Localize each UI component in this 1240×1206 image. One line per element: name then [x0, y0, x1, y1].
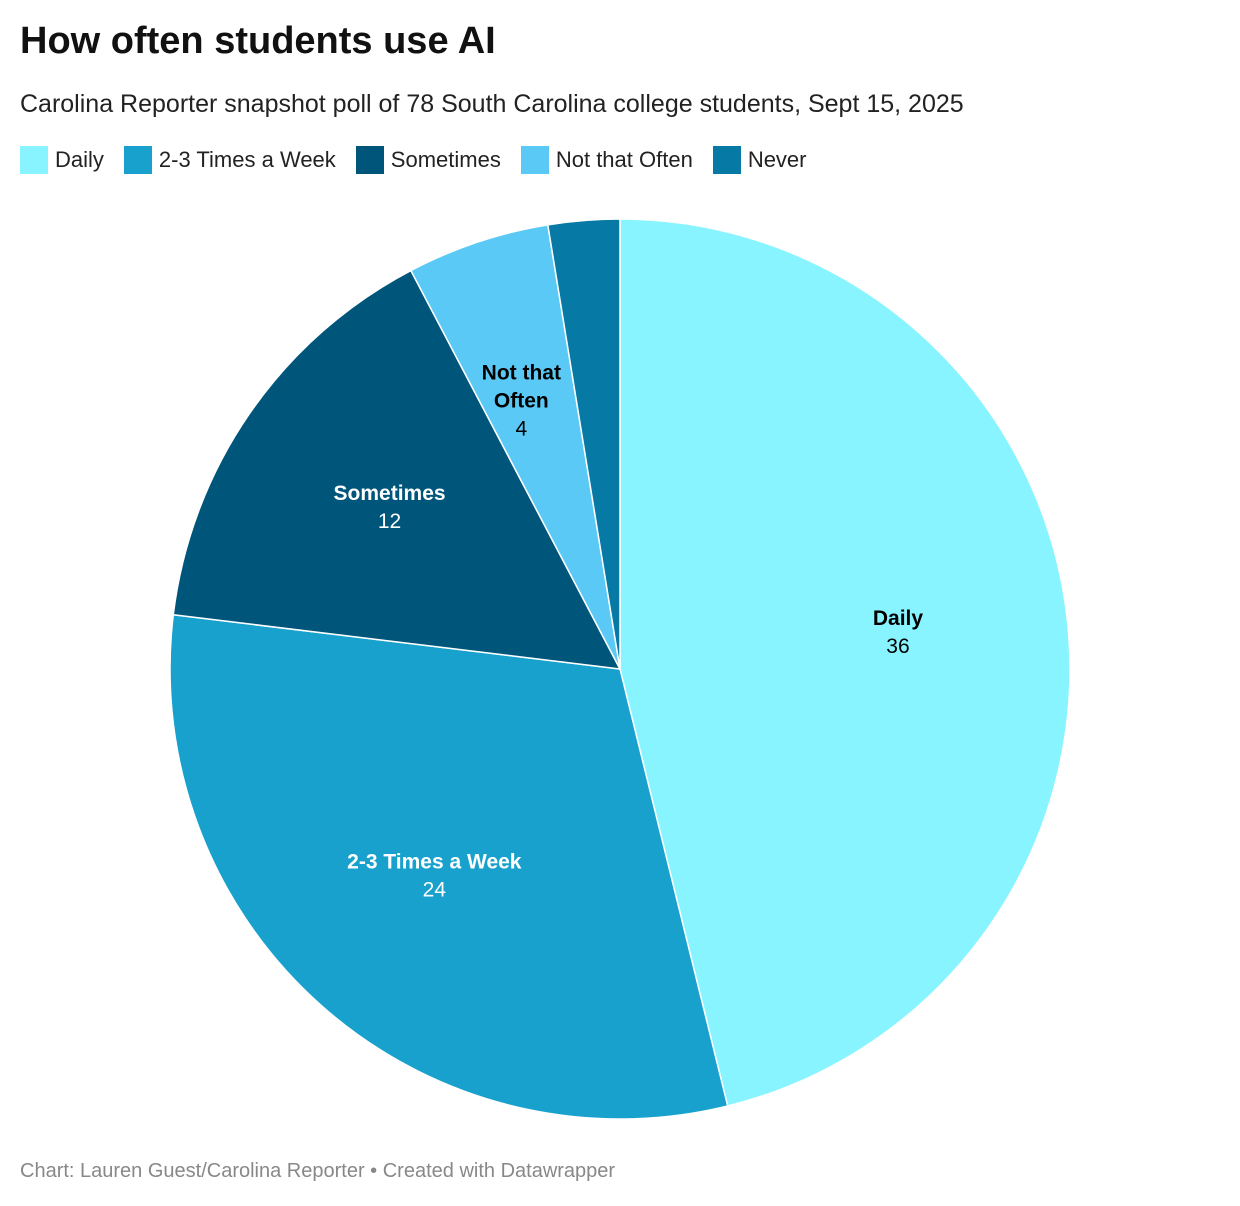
legend: Daily 2-3 Times a Week Sometimes Not that O…: [20, 146, 807, 174]
legend-swatch: [520, 146, 549, 174]
legend-item: Never: [712, 146, 807, 174]
legend-label: Sometimes: [390, 147, 501, 172]
slice-value: 24: [423, 879, 447, 902]
legend-item: Daily: [20, 146, 104, 174]
pie-slice-sometimes: [172, 269, 622, 670]
legend-label: Not that Often: [555, 147, 693, 172]
legend-label: Never: [747, 147, 807, 172]
slice-value: 12: [378, 510, 401, 533]
legend-swatch: [20, 146, 48, 174]
legend-swatch: [355, 146, 384, 174]
slice-value: 36: [886, 635, 909, 658]
slice-label: Sometimes: [334, 482, 446, 505]
legend-item: Sometimes: [355, 146, 501, 174]
legend-item: 2-3 Times a Week: [123, 146, 336, 174]
slice-value: 4: [515, 417, 527, 440]
slice-label: Not that: [482, 361, 561, 384]
legend-swatch: [123, 146, 152, 174]
legend-label: 2-3 Times a Week: [158, 147, 336, 172]
chart-subtitle: Carolina Reporter snapshot poll of 78 So…: [20, 90, 964, 118]
pie-slice-daily: [619, 218, 1071, 1107]
chart-title: How often students use AI: [20, 20, 496, 62]
pie-slice-not-that-often: [409, 223, 621, 670]
slice-label: 2-3 Times a Week: [347, 851, 522, 874]
pie-slice-never: [546, 218, 621, 670]
footer-credit: Chart: Lauren Guest/Carolina Reporter • …: [20, 1160, 616, 1182]
pie-slice-2-3-times-a-week: [169, 613, 729, 1120]
legend-swatch: [712, 146, 741, 174]
legend-item: Not that Often: [520, 146, 693, 174]
slice-label: Daily: [873, 607, 924, 630]
slice-label: Often: [494, 389, 549, 412]
legend-label: Daily: [55, 147, 104, 172]
